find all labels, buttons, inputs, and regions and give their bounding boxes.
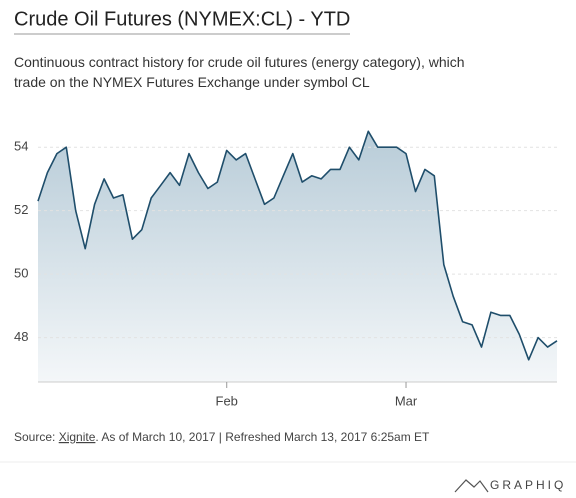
chart-subtitle: Continuous contract history for crude oi…: [14, 54, 465, 90]
y-tick-label: 50: [14, 266, 28, 281]
brand: GRAPHIQ: [490, 478, 566, 492]
y-tick-label: 52: [14, 202, 28, 217]
x-tick-label: Feb: [216, 393, 238, 408]
subtitle-line: trade on the NYMEX Futures Exchange unde…: [14, 74, 370, 90]
y-tick-label: 54: [14, 139, 28, 154]
source-label: Source:: [14, 430, 55, 444]
source: Source: Xignite. As of March 10, 2017 | …: [14, 430, 430, 444]
y-tick-label: 48: [14, 329, 28, 344]
x-tick-label: Mar: [395, 393, 418, 408]
brand-logo: GRAPHIQ: [454, 478, 566, 493]
source-link[interactable]: Xignite: [59, 430, 96, 444]
source-note: . As of March 10, 2017 | Refreshed March…: [95, 430, 430, 444]
line: [37, 130, 558, 361]
subtitle-line: Continuous contract history for crude oi…: [14, 54, 465, 70]
chart-title: Crude Oil Futures (NYMEX:CL) - YTD: [14, 8, 350, 30]
area: [38, 131, 557, 382]
